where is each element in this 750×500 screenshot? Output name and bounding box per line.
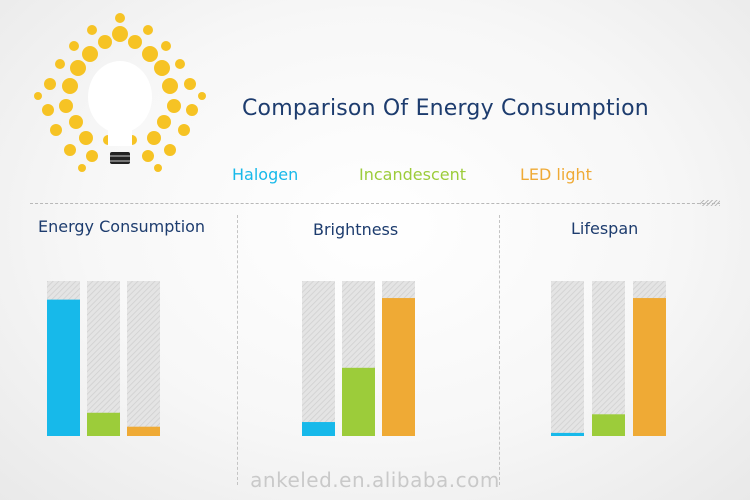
bar-led-light — [127, 426, 160, 436]
bar-led-light — [382, 298, 415, 436]
panel-separator — [499, 215, 500, 485]
bar-halogen — [47, 299, 80, 436]
bar-incandescent — [87, 412, 120, 436]
legend-label-incandescent: Incandescent — [359, 165, 466, 184]
divider-line — [30, 203, 720, 204]
legend-item-incandescent: Incandescent — [359, 165, 466, 184]
bar-led-light — [633, 298, 666, 436]
bar-incandescent — [592, 414, 625, 436]
lightbulb-sun-icon — [34, 13, 206, 172]
legend-item-led: LED light — [520, 165, 592, 184]
bar-track — [302, 281, 335, 436]
bar-track — [551, 281, 584, 436]
divider-hatch — [700, 200, 720, 206]
chart-title-energy: Energy Consumption — [38, 217, 206, 236]
page-title: Comparison Of Energy Consumption — [242, 96, 649, 121]
bar-halogen — [302, 422, 335, 436]
bar-track — [127, 281, 160, 436]
watermark: ankeled.en.alibaba.com — [250, 468, 500, 492]
bar-halogen — [551, 432, 584, 436]
legend-item-halogen: Halogen — [232, 165, 298, 184]
bar-track — [87, 281, 120, 436]
chart-title-lifespan: Lifespan — [571, 219, 639, 238]
bar-incandescent — [342, 367, 375, 436]
panel-separator — [237, 215, 238, 485]
chart-title-brightness: Brightness — [313, 220, 399, 239]
bar-track — [592, 281, 625, 436]
legend-label-halogen: Halogen — [232, 165, 299, 184]
legend-label-led: LED light — [520, 165, 592, 184]
